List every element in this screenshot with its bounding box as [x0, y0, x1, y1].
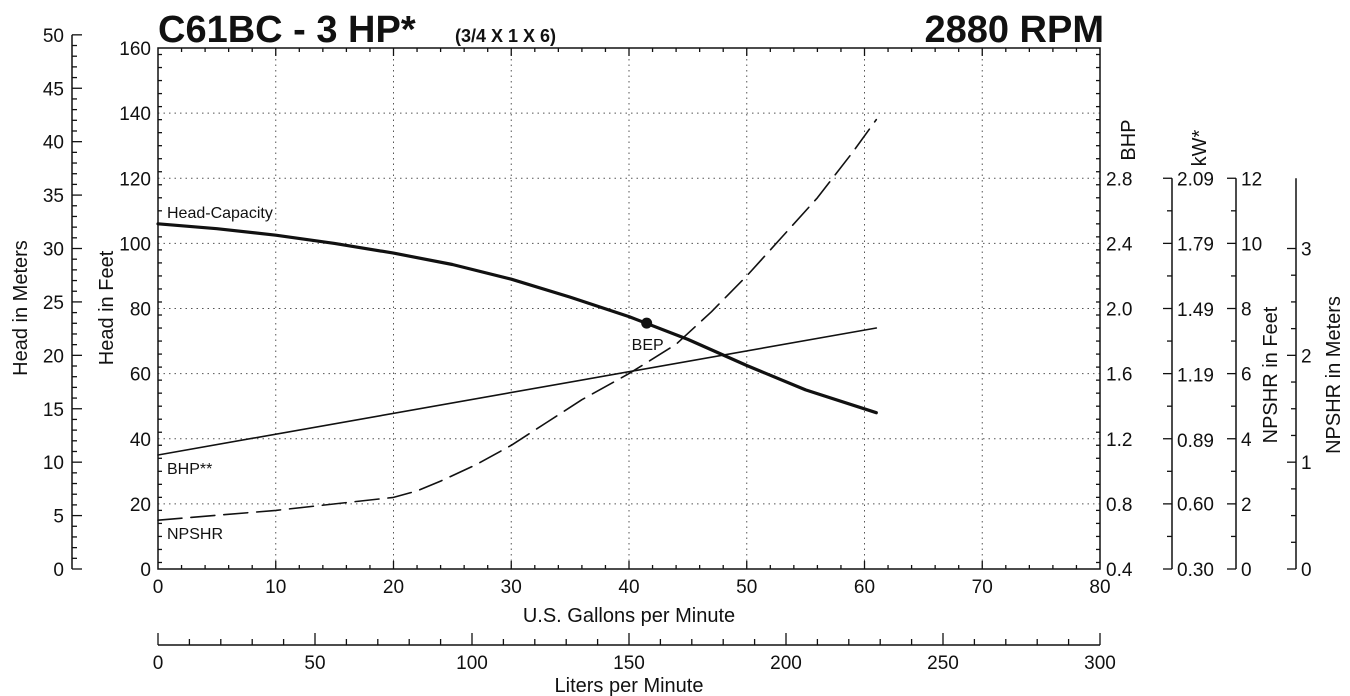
bhp-label: BHP**	[167, 461, 212, 478]
y-tick-label-feet: 0	[140, 560, 151, 581]
y-tick-label-bhp: 1.6	[1106, 365, 1132, 386]
x-tick-label: 70	[972, 577, 993, 598]
y-tick-label-kw: 1.49	[1177, 300, 1214, 321]
y-tick-label-npshr-ft: 2	[1241, 495, 1252, 516]
x-tick-label: 80	[1089, 577, 1110, 598]
lpm-tick-label: 100	[456, 653, 488, 674]
y-tick-label-feet: 80	[130, 300, 151, 321]
y-tick-label-feet: 100	[119, 234, 151, 255]
x-tick-label: 60	[854, 577, 875, 598]
y-tick-label-feet: 120	[119, 169, 151, 190]
y-tick-label-meters: 0	[53, 560, 64, 581]
y-tick-label-npshr-m: 2	[1301, 346, 1312, 367]
lpm-tick-label: 200	[770, 653, 802, 674]
y-tick-label-kw: 0.30	[1177, 560, 1214, 581]
y-tick-label-meters: 30	[43, 240, 64, 261]
y-tick-label-meters: 20	[43, 346, 64, 367]
x2-axis-title: Liters per Minute	[555, 675, 704, 696]
y-tick-label-kw: 0.60	[1177, 495, 1214, 516]
y-tick-label-npshr-ft: 10	[1241, 234, 1262, 255]
head-capacity-curve	[156, 222, 878, 415]
y-tick-label-npshr-ft: 4	[1241, 430, 1252, 451]
y-axis-title-bhp: BHP	[1118, 119, 1140, 160]
lpm-tick-label: 50	[304, 653, 325, 674]
y-tick-label-npshr-ft: 8	[1241, 300, 1252, 321]
x-tick-label: 20	[383, 577, 404, 598]
y-tick-label-npshr-ft: 0	[1241, 560, 1252, 581]
y-tick-label-bhp: 0.4	[1106, 560, 1133, 581]
y-tick-label-bhp: 0.8	[1106, 495, 1132, 516]
y-tick-label-npshr-m: 0	[1301, 560, 1312, 581]
grid	[158, 48, 1100, 569]
x-tick-label: 0	[153, 577, 164, 598]
chart-subtitle: (3/4 X 1 X 6)	[455, 26, 556, 46]
y-tick-label-feet: 140	[119, 104, 151, 125]
npshr-label: NPSHR	[167, 526, 223, 543]
axis-tick-labels: 0 10 20 30 40 50 60 70 8002040608010012014016005…	[43, 26, 1312, 674]
y-tick-label-meters: 25	[43, 293, 64, 314]
y-tick-label-bhp: 2.0	[1106, 300, 1132, 321]
lpm-tick-label: 150	[613, 653, 645, 674]
y-tick-label-feet: 40	[130, 430, 151, 451]
y-axis-title-npshr-feet: NPSHR in Feet	[1260, 306, 1282, 443]
x-tick-label: 50	[736, 577, 757, 598]
y-axis-title-feet: Head in Feet	[96, 250, 118, 365]
y-axis-title-kw: kW*	[1189, 129, 1211, 166]
y-axis-title-meters: Head in Meters	[10, 240, 32, 376]
y-tick-label-kw: 1.19	[1177, 366, 1214, 387]
bep-label: BEP	[632, 337, 664, 354]
y-tick-label-bhp: 2.4	[1106, 234, 1133, 255]
curves: Head-Capacity BHP** NPSHR BEP	[156, 118, 878, 543]
y-tick-label-feet: 20	[130, 495, 151, 516]
minor-ticks	[158, 48, 1100, 569]
speed-label: 2880 RPM	[924, 9, 1104, 51]
y-tick-label-feet: 60	[130, 365, 151, 386]
y-tick-label-meters: 35	[43, 186, 64, 207]
x-tick-label: 10	[265, 577, 286, 598]
y-tick-label-meters: 10	[43, 453, 64, 474]
y-tick-label-feet: 160	[119, 39, 151, 60]
y-tick-label-npshr-ft: 12	[1241, 169, 1262, 190]
y-tick-label-npshr-m: 1	[1301, 453, 1312, 474]
y-axis-title-npshr-meters: NPSHR in Meters	[1323, 296, 1345, 454]
y-tick-label-meters: 5	[53, 507, 64, 528]
y-tick-label-kw: 1.79	[1177, 235, 1214, 256]
y-tick-label-meters: 45	[43, 79, 64, 100]
y-tick-label-bhp: 1.2	[1106, 430, 1132, 451]
y-tick-label-kw: 0.89	[1177, 431, 1214, 452]
y-tick-label-bhp: 2.8	[1106, 169, 1132, 190]
lpm-tick-label: 0	[153, 653, 164, 674]
npshr-curve	[157, 118, 878, 521]
y-tick-label-npshr-ft: 6	[1241, 365, 1252, 386]
head-capacity-label: Head-Capacity	[167, 205, 273, 222]
x-axis-title: U.S. Gallons per Minute	[523, 605, 735, 627]
y-tick-label-npshr-m: 3	[1301, 240, 1312, 261]
lpm-tick-label: 250	[927, 653, 959, 674]
bep-point	[641, 317, 653, 329]
chart-title: C61BC - 3 HP*	[158, 9, 416, 51]
lpm-tick-label: 300	[1084, 653, 1116, 674]
x-tick-label: 40	[618, 577, 639, 598]
y-tick-label-meters: 50	[43, 26, 64, 47]
y-tick-label-meters: 15	[43, 400, 64, 421]
y-tick-label-kw: 2.09	[1177, 169, 1214, 190]
x-tick-label: 30	[501, 577, 522, 598]
y-tick-label-meters: 40	[43, 133, 64, 154]
bhp-curve	[157, 327, 878, 456]
